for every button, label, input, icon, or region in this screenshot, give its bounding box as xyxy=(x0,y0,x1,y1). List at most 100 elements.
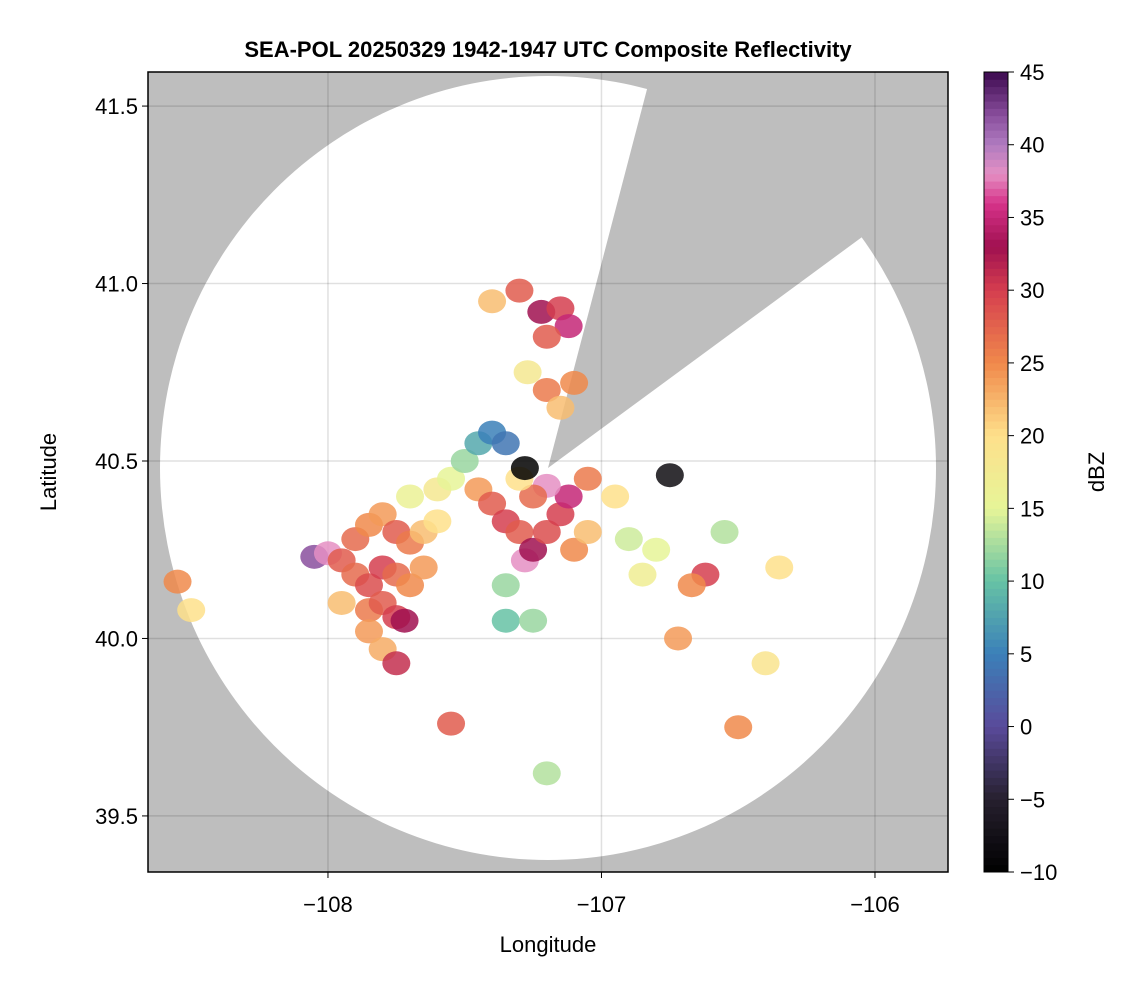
colorbar-step xyxy=(984,552,1008,560)
echo xyxy=(390,608,419,633)
colorbar-step xyxy=(984,377,1008,386)
colorbar-step xyxy=(984,784,1008,793)
colorbar-step xyxy=(984,704,1008,713)
blocked-sector xyxy=(548,72,948,468)
echo xyxy=(655,463,684,488)
colorbar-tick-label: 30 xyxy=(1020,278,1044,303)
echo xyxy=(437,711,466,736)
colorbar-step xyxy=(984,130,1008,138)
x-tick-label: −106 xyxy=(850,892,900,917)
echo xyxy=(628,562,657,587)
colorbar-step xyxy=(984,450,1008,458)
colorbar-step xyxy=(984,857,1008,866)
echo xyxy=(573,519,602,544)
colorbar-step xyxy=(984,181,1008,189)
echo xyxy=(532,761,561,786)
echo xyxy=(519,608,548,633)
echo xyxy=(396,484,425,509)
colorbar-step xyxy=(984,522,1008,531)
echo xyxy=(519,537,548,562)
colorbar-step xyxy=(984,850,1008,858)
echo xyxy=(491,573,520,598)
colorbar-tick-label: 40 xyxy=(1020,133,1044,158)
colorbar-tick-label: 10 xyxy=(1020,569,1044,594)
colorbar-step xyxy=(984,188,1008,197)
echo xyxy=(532,324,561,349)
colorbar-step xyxy=(984,348,1008,357)
y-tick-label: 41.5 xyxy=(95,94,138,119)
colorbar-step xyxy=(984,806,1008,815)
echo xyxy=(560,370,589,395)
echo xyxy=(519,484,548,509)
colorbar-step xyxy=(984,762,1008,771)
colorbar-step xyxy=(984,668,1008,677)
y-axis-label: Latitude xyxy=(36,433,61,511)
colorbar-step xyxy=(984,537,1008,546)
echo xyxy=(450,448,479,473)
colorbar-step xyxy=(984,428,1008,437)
colorbar-step xyxy=(984,719,1008,728)
colorbar-step xyxy=(984,326,1008,335)
echo xyxy=(491,608,520,633)
echo xyxy=(478,491,507,516)
echo xyxy=(677,573,706,598)
colorbar-step xyxy=(984,682,1008,691)
colorbar-step xyxy=(984,755,1008,764)
y-tick-label: 40.5 xyxy=(95,449,138,474)
colorbar-label: dBZ xyxy=(1084,452,1109,492)
colorbar-step xyxy=(984,341,1008,349)
echo xyxy=(710,519,739,544)
colorbar-step xyxy=(984,464,1008,473)
echo xyxy=(396,573,425,598)
echo xyxy=(601,484,630,509)
colorbar-tick-label: −5 xyxy=(1020,787,1045,812)
colorbar-step xyxy=(984,435,1008,444)
colorbar-step xyxy=(984,493,1008,502)
colorbar-step xyxy=(984,515,1008,524)
colorbar-step xyxy=(984,442,1008,451)
colorbar-step xyxy=(984,777,1008,786)
colorbar-step xyxy=(984,726,1008,735)
colorbar-step xyxy=(984,828,1008,837)
y-tick-label: 41.0 xyxy=(95,272,138,297)
colorbar-step xyxy=(984,253,1008,262)
y-tick-label: 39.5 xyxy=(95,804,138,829)
echo xyxy=(423,509,452,534)
colorbar-step xyxy=(984,246,1008,255)
echo xyxy=(177,598,206,623)
colorbar-step xyxy=(984,304,1008,313)
echo xyxy=(765,555,794,580)
echo xyxy=(751,651,780,676)
echo xyxy=(354,573,383,598)
colorbar-step xyxy=(984,610,1008,618)
echo xyxy=(163,569,192,594)
echo xyxy=(664,626,693,651)
echo xyxy=(554,314,583,339)
colorbar-frame xyxy=(983,71,1009,873)
echo xyxy=(546,395,575,420)
colorbar-step xyxy=(984,530,1008,538)
echo xyxy=(409,555,438,580)
colorbar-step xyxy=(984,617,1008,626)
colorbar-step xyxy=(984,159,1008,168)
colorbar-step xyxy=(984,333,1008,342)
colorbar-step xyxy=(984,624,1008,633)
echo xyxy=(382,651,411,676)
colorbar-step xyxy=(984,268,1008,277)
colorbar-step xyxy=(984,712,1008,720)
colorbar-step xyxy=(984,108,1008,117)
colorbar-step xyxy=(984,312,1008,320)
colorbar-step xyxy=(984,842,1008,851)
colorbar-step xyxy=(984,362,1008,371)
colorbar-step xyxy=(984,457,1008,466)
colorbar-step xyxy=(984,144,1008,153)
colorbar-tick-label: 15 xyxy=(1020,496,1044,521)
colorbar-step xyxy=(984,588,1008,597)
colorbar-step xyxy=(984,690,1008,698)
colorbar-step xyxy=(984,653,1008,662)
echo xyxy=(532,519,561,544)
colorbar-step xyxy=(984,559,1008,568)
colorbar-step xyxy=(984,202,1008,211)
colorbar-step xyxy=(984,261,1008,269)
plot-frame xyxy=(147,71,949,873)
